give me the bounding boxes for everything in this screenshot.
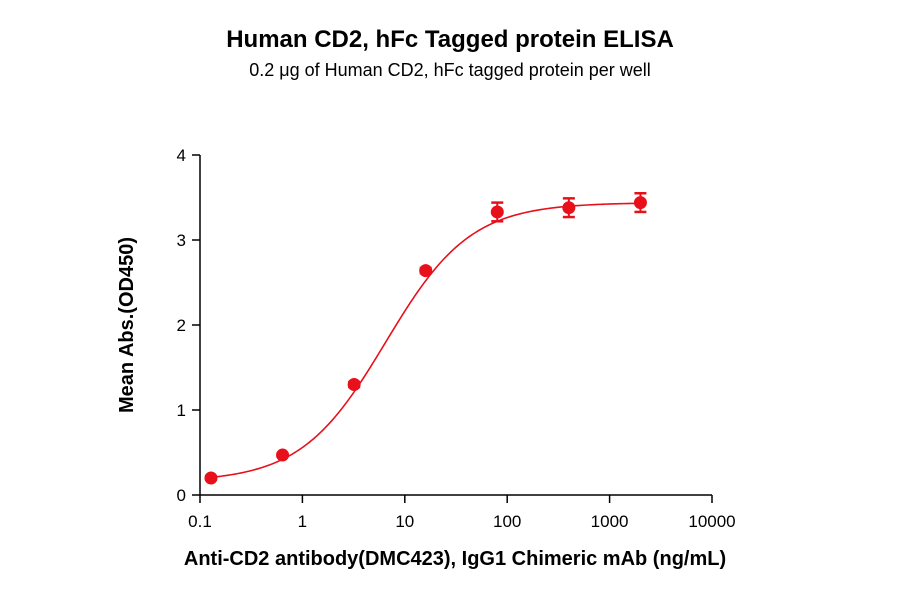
y-axis-label: Mean Abs.(OD450): [116, 237, 138, 413]
fit-curve: [210, 202, 641, 479]
y-tick-label: 1: [177, 401, 186, 420]
axes: 0 1 2 3 4 0.1 1 10 100 1000 10000: [177, 146, 736, 531]
x-tick-label: 10000: [688, 512, 735, 531]
data-point: [562, 201, 576, 215]
fit-layer: [210, 202, 641, 479]
x-tick-label: 1000: [591, 512, 629, 531]
chart-subtitle: 0.2 μg of Human CD2, hFc tagged protein …: [249, 60, 651, 80]
x-tick-label: 100: [493, 512, 521, 531]
data-point: [204, 471, 218, 485]
data-point: [276, 448, 290, 462]
data-point: [490, 205, 504, 219]
x-tick-label: 1: [298, 512, 307, 531]
chart-title: Human CD2, hFc Tagged protein ELISA: [226, 26, 674, 53]
y-tick-label: 0: [177, 486, 186, 505]
data-point: [419, 264, 433, 278]
data-point: [347, 378, 361, 391]
y-tick-label: 2: [177, 316, 186, 335]
y-tick-label: 4: [177, 146, 186, 165]
data-point: [633, 196, 647, 210]
points-layer: [204, 192, 647, 485]
x-tick-label: 0.1: [188, 512, 212, 531]
y-tick-label: 3: [177, 231, 186, 250]
x-tick-label: 10: [395, 512, 414, 531]
x-axis-label: Anti-CD2 antibody(DMC423), IgG1 Chimeric…: [184, 548, 726, 570]
